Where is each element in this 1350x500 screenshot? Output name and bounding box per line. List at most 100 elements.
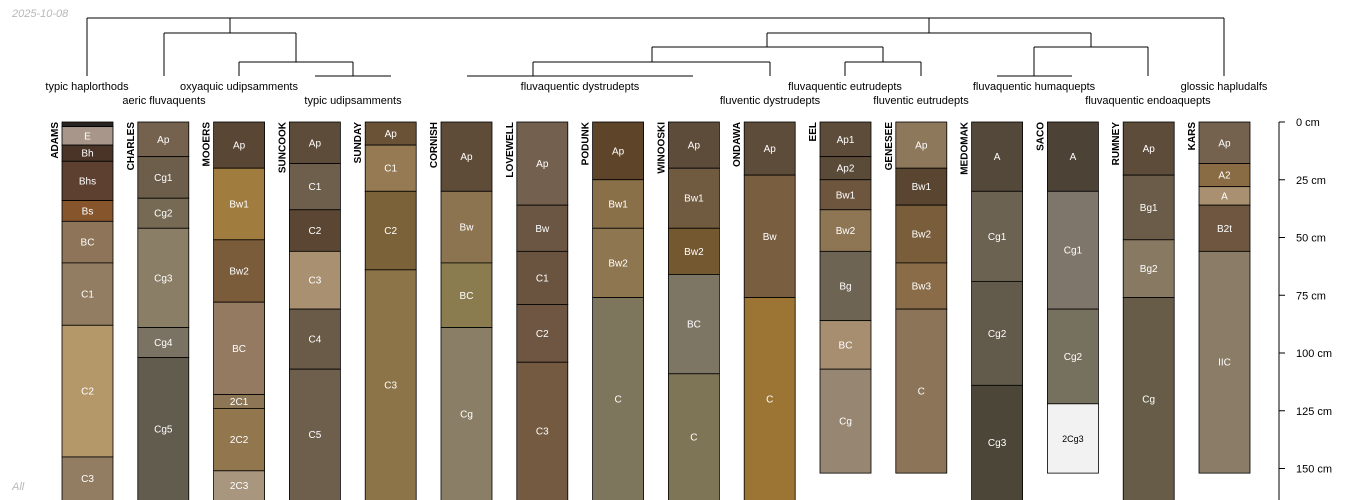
horizon bbox=[819, 368, 872, 474]
horizon bbox=[61, 324, 114, 458]
horizon-label: Bg2 bbox=[1140, 264, 1158, 275]
horizon bbox=[1198, 250, 1251, 474]
horizon bbox=[592, 227, 644, 298]
horizon-label: Bhs bbox=[79, 176, 96, 187]
profile-name: KARS bbox=[1187, 122, 1198, 151]
profile-name: CORNISH bbox=[429, 122, 440, 168]
horizon bbox=[1047, 121, 1099, 192]
horizon bbox=[592, 121, 644, 181]
soil-profile: ONDAWA Ap Bw C bbox=[732, 121, 796, 500]
horizon-label: C1 bbox=[309, 182, 322, 193]
horizon-label: Bw1 bbox=[229, 200, 249, 211]
horizon-label: C2 bbox=[81, 387, 94, 398]
profile-name: PODUNK bbox=[581, 121, 592, 165]
horizon-label: BC bbox=[839, 340, 853, 351]
horizon bbox=[288, 209, 341, 252]
horizon bbox=[1122, 239, 1175, 298]
horizon bbox=[895, 308, 948, 474]
horizon bbox=[61, 456, 114, 500]
horizon bbox=[288, 163, 341, 211]
profile-name: CHARLES bbox=[126, 122, 137, 171]
horizon bbox=[137, 357, 190, 500]
horizon-label: C3 bbox=[81, 474, 94, 485]
taxon-label: fluvaquentic eutrudepts bbox=[788, 81, 902, 93]
profile-name: MOOERS bbox=[202, 122, 213, 167]
horizon-label: C5 bbox=[309, 430, 322, 441]
horizon-label: E bbox=[84, 131, 91, 142]
horizon bbox=[1198, 121, 1251, 164]
horizon-label: Cg1 bbox=[154, 173, 173, 184]
horizon bbox=[364, 190, 417, 271]
horizon-label: Cg2 bbox=[988, 329, 1007, 340]
horizon-label: Cg5 bbox=[154, 424, 173, 435]
horizon bbox=[440, 327, 493, 500]
depth-tick-label: 125 cm bbox=[1296, 406, 1332, 418]
horizon bbox=[213, 301, 266, 395]
horizon-label: Bg1 bbox=[1140, 203, 1158, 214]
horizon-label: Bw bbox=[763, 232, 778, 243]
horizon bbox=[137, 156, 190, 199]
horizon-label: Bw2 bbox=[912, 230, 932, 241]
horizon bbox=[364, 144, 417, 192]
horizon-label: Bw1 bbox=[836, 190, 856, 201]
soil-profile: ADAMS E Bh Bhs Bs BC C1 C2 C3 bbox=[50, 121, 114, 500]
horizon-label: Bw1 bbox=[912, 182, 932, 193]
soil-profile: GENESEE Ap Bw1 Bw2 Bw3 C bbox=[884, 121, 948, 474]
soil-profile: RUMNEY Ap Bg1 Bg2 Cg bbox=[1111, 121, 1175, 500]
profile-name: ADAMS bbox=[50, 122, 61, 159]
horizon bbox=[668, 121, 720, 169]
horizon bbox=[971, 280, 1023, 386]
horizon-label: Bw2 bbox=[608, 258, 628, 269]
soil-profile: KARS Ap A2 A B2t IIC bbox=[1187, 121, 1251, 474]
profile-name: SUNCOOK bbox=[277, 121, 288, 173]
horizon bbox=[895, 204, 948, 264]
depth-tick-label: 150 cm bbox=[1296, 464, 1332, 476]
horizon-label: C3 bbox=[309, 276, 322, 287]
date-stamp: 2025-10-08 bbox=[12, 8, 69, 20]
horizon bbox=[819, 121, 872, 158]
depth-tick-label: 25 cm bbox=[1296, 175, 1326, 187]
taxon-label: oxyaquic udipsamments bbox=[180, 81, 299, 93]
horizon bbox=[213, 121, 266, 169]
dendrogram bbox=[86, 17, 1225, 77]
taxon-label: fluvaquentic endoaquepts bbox=[1085, 95, 1211, 107]
profile-name: MEDOMAK bbox=[960, 121, 971, 175]
horizon bbox=[440, 121, 493, 192]
horizon-label: A bbox=[994, 152, 1001, 163]
soil-profile: MOOERS Ap Bw1 Bw2 BC 2C1 2C2 2C3 bbox=[202, 121, 266, 500]
horizon-label: Ap bbox=[309, 138, 322, 149]
soil-profile: LOVEWELL Ap Bw C1 C2 C3 bbox=[505, 121, 569, 500]
horizon-label: Ap bbox=[1143, 144, 1156, 155]
horizon bbox=[61, 220, 114, 264]
horizon-label: C1 bbox=[81, 290, 94, 301]
horizon-label: BC bbox=[81, 238, 95, 249]
horizon-label: A bbox=[1070, 152, 1077, 163]
profile-name: SACO bbox=[1035, 122, 1046, 151]
horizon-label: A2 bbox=[1218, 171, 1231, 182]
horizon-label: Bw bbox=[460, 223, 475, 234]
horizon bbox=[819, 250, 872, 322]
horizon-label: Bw bbox=[535, 224, 550, 235]
horizon-label: Cg1 bbox=[1064, 246, 1083, 257]
depth-tick-label: 50 cm bbox=[1296, 233, 1326, 245]
horizon bbox=[516, 121, 569, 206]
horizon-label: Cg2 bbox=[154, 209, 173, 220]
horizon bbox=[213, 408, 266, 472]
horizon-label: Ap bbox=[1218, 138, 1231, 149]
horizon-label: Cg1 bbox=[988, 232, 1007, 243]
horizon bbox=[516, 250, 569, 305]
horizon-label: Ap bbox=[460, 152, 473, 163]
horizon bbox=[364, 269, 417, 500]
profile-name: WINOOSKI bbox=[656, 122, 667, 174]
horizon-label: Cg3 bbox=[154, 273, 173, 284]
profile-name: SUNDAY bbox=[353, 122, 364, 164]
taxon-labels: typic haplorthods aeric fluvaquents oxya… bbox=[45, 81, 1267, 107]
horizon-label: C bbox=[918, 387, 925, 398]
horizon-label: Cg bbox=[460, 409, 473, 420]
horizon-label: Bw2 bbox=[229, 266, 249, 277]
horizon-label: Cg2 bbox=[1064, 352, 1083, 363]
horizon bbox=[137, 227, 190, 328]
horizon-label: Bg bbox=[839, 282, 851, 293]
horizon bbox=[668, 373, 720, 500]
soil-profile: WINOOSKI Ap Bw1 Bw2 BC C bbox=[656, 121, 720, 500]
